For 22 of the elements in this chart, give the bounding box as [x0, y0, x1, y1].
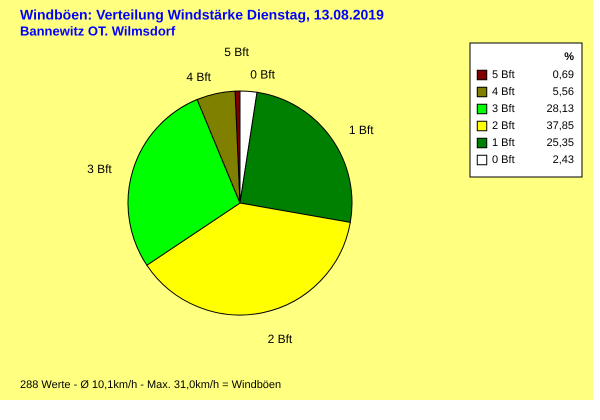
legend-label: 5 Bft	[492, 69, 515, 81]
legend-label: 4 Bft	[492, 86, 515, 98]
slice-label: 2 Bft	[268, 332, 293, 346]
legend-label: 1 Bft	[492, 137, 515, 149]
slice-label: 1 Bft	[348, 122, 374, 137]
data-label: 2,43	[552, 154, 574, 166]
chart-title: Windböen: Verteilung Windstärke Dienstag, 13.08.2019	[20, 6, 384, 22]
chart-subtitle: Bannewitz OT. Wilmsdorf	[20, 24, 176, 38]
slice-label: 0 Bft	[250, 67, 276, 82]
text: 288 Werte - Ø 10,1km/h - Max. 31,0km/h = Windböen	[20, 379, 282, 391]
legend-title: %	[564, 51, 574, 63]
slice-label: 3 Bft	[87, 162, 112, 176]
legend-label: 2 Bft	[492, 120, 515, 132]
data-label: 0,69	[552, 69, 574, 81]
data-label: 28,13	[546, 103, 574, 115]
legend-label: 3 Bft	[492, 103, 515, 115]
data-label: 5,56	[552, 86, 574, 98]
data-label: 37,85	[546, 120, 574, 132]
slice-label: 4 Bft	[186, 70, 212, 84]
legend-label: 0 Bft	[492, 154, 515, 166]
slice-label: 5 Bft	[224, 45, 250, 60]
data-label: 25,35	[546, 137, 574, 149]
